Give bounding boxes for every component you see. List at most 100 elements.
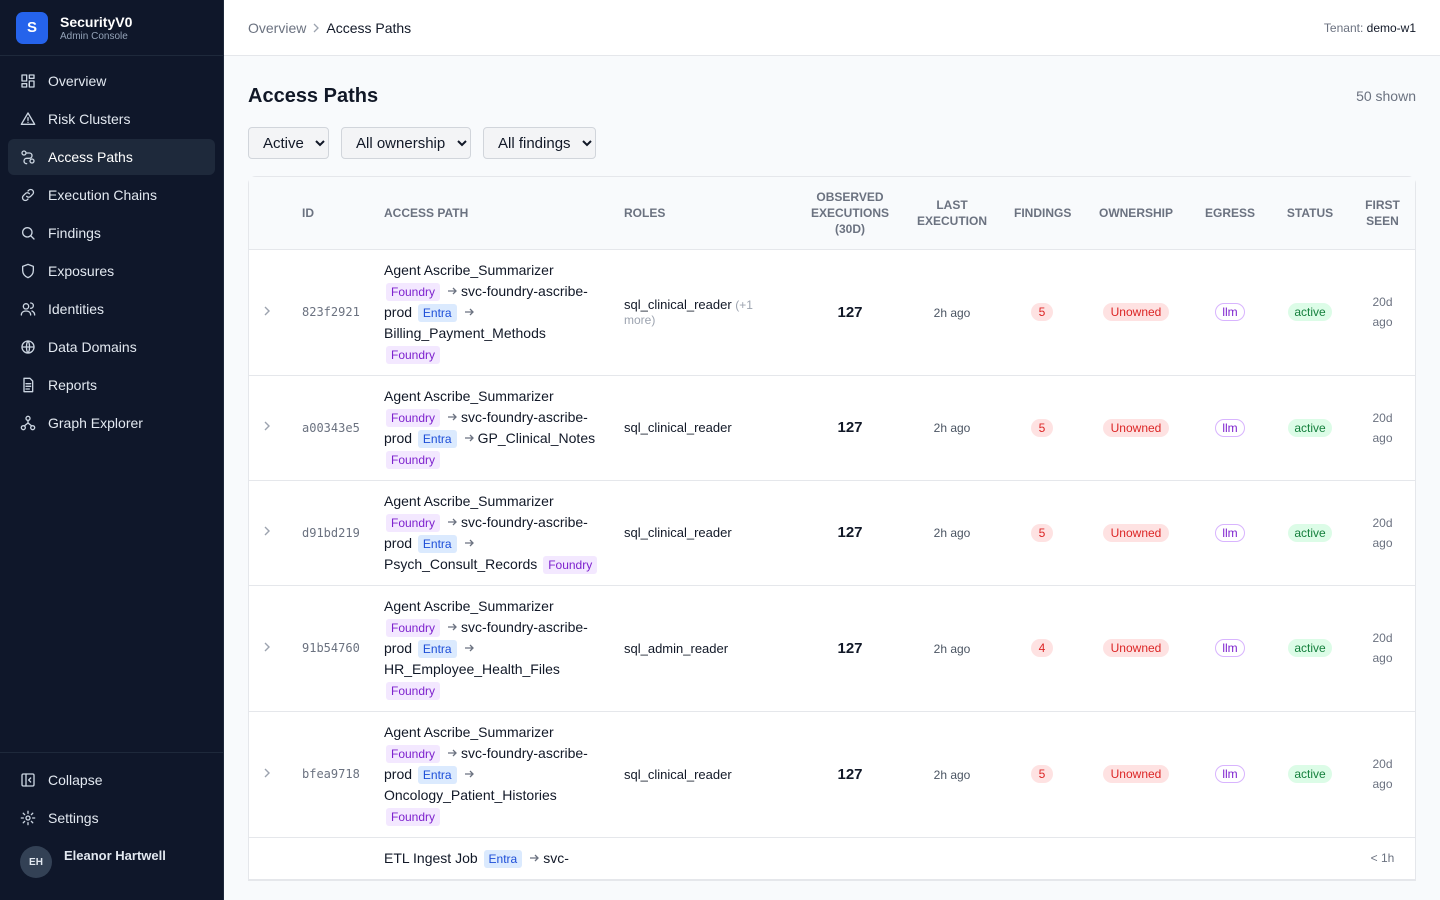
path-cell: ETL Ingest Job Entra svc- bbox=[372, 837, 612, 880]
path-id[interactable]: a00343e5 bbox=[302, 420, 360, 435]
expand-cell[interactable] bbox=[249, 480, 290, 586]
nav-item[interactable]: Risk Clusters bbox=[8, 101, 215, 137]
executions: 127 bbox=[837, 639, 863, 657]
first-seen-cell: 20d ago bbox=[1350, 711, 1415, 838]
path-id[interactable]: 91b54760 bbox=[302, 641, 360, 655]
nav-item[interactable]: Reports bbox=[8, 367, 215, 403]
executions-cell: 127 bbox=[798, 249, 902, 376]
icon bbox=[464, 539, 474, 546]
nav-item[interactable]: Findings bbox=[8, 215, 215, 251]
roles-cell: sql_clinical_reader bbox=[612, 375, 798, 481]
roles-cell: sql_admin_reader bbox=[612, 585, 798, 712]
platform-tag: Foundry bbox=[386, 744, 441, 763]
brand-subtitle: Admin Console bbox=[60, 30, 128, 42]
filter-select[interactable]: All findings bbox=[483, 127, 596, 159]
ownership-cell: Unowned bbox=[1082, 711, 1190, 838]
egress-badge: llm bbox=[1215, 523, 1245, 542]
first-seen: 20d ago bbox=[1372, 631, 1393, 665]
nav-item[interactable]: Collapse bbox=[8, 762, 215, 798]
status-cell: active bbox=[1270, 711, 1350, 838]
table-body: 823f2921 Agent Ascribe_Summarizer Foundry… bbox=[249, 249, 1415, 880]
tenant-label: Tenant: bbox=[1323, 20, 1364, 35]
nav-label: Data Domains bbox=[48, 339, 137, 355]
table-row[interactable]: d91bd219 Agent Ascribe_Summarizer Foundry… bbox=[249, 480, 1415, 586]
nav-item[interactable]: Data Domains bbox=[8, 329, 215, 365]
egress-cell: llm bbox=[1190, 480, 1270, 586]
first-seen-cell: 20d ago bbox=[1350, 375, 1415, 481]
expand-cell[interactable] bbox=[249, 249, 290, 376]
nav-label: Identities bbox=[48, 301, 105, 317]
executions-cell: 127 bbox=[798, 480, 902, 586]
icon bbox=[448, 287, 457, 294]
path-node: Agent Ascribe_Summarizer bbox=[384, 387, 554, 404]
sidebar-footer: Collapse Settings EH Eleanor Hartwell bbox=[0, 752, 223, 886]
nav-item[interactable]: Access Paths bbox=[8, 139, 215, 175]
icon bbox=[464, 434, 474, 441]
expand-cell[interactable] bbox=[249, 375, 290, 481]
column-header: EGRESS bbox=[1190, 177, 1270, 250]
page-title: Access Paths bbox=[248, 84, 379, 107]
column-header: OBSERVED EXECUTIONS (30D) bbox=[798, 177, 902, 250]
nav-item[interactable]: Execution Chains bbox=[8, 177, 215, 213]
expand-header bbox=[249, 177, 290, 250]
expand-cell[interactable] bbox=[249, 837, 290, 880]
table-row[interactable]: 91b54760 Agent Ascribe_Summarizer Foundry… bbox=[249, 585, 1415, 712]
brand-logo: S bbox=[16, 11, 48, 44]
filter-select[interactable]: All ownership bbox=[341, 127, 471, 159]
filter-select[interactable]: Active bbox=[248, 127, 329, 159]
path-node: Oncology_Patient_Histories bbox=[384, 786, 557, 803]
roles-more[interactable]: (+1 more) bbox=[624, 298, 753, 327]
status-badge: active bbox=[1288, 418, 1332, 437]
path-node: Billing_Payment_Methods bbox=[384, 324, 546, 341]
nav-item[interactable]: Graph Explorer bbox=[8, 405, 215, 441]
ownership-cell: Unowned bbox=[1082, 585, 1190, 712]
table-row[interactable]: ETL Ingest Job Entra svc- < 1h bbox=[249, 837, 1415, 880]
first-seen-cell: 20d ago bbox=[1350, 480, 1415, 586]
path-cell: Agent Ascribe_Summarizer Foundry svc-foun… bbox=[372, 711, 612, 838]
last-execution-cell: 2h ago bbox=[902, 249, 1002, 376]
role-name: sql_clinical_reader bbox=[624, 766, 732, 782]
roles-cell: sql_clinical_reader (+1 more) bbox=[612, 249, 798, 376]
executions: 127 bbox=[837, 524, 863, 541]
platform-tag: Entra bbox=[417, 639, 457, 658]
table-card: ID ACCESS PATH ROLES OBSERVED EXECUTIONS (3… bbox=[248, 176, 1416, 881]
nav-item[interactable]: Exposures bbox=[8, 253, 215, 289]
icon bbox=[530, 854, 540, 861]
expand-cell[interactable] bbox=[249, 585, 290, 712]
path-id[interactable]: 823f2921 bbox=[302, 305, 360, 319]
path-id[interactable]: bfea9718 bbox=[302, 767, 360, 781]
user[interactable]: EH Eleanor Hartwell bbox=[8, 838, 215, 886]
table-row[interactable]: bfea9718 Agent Ascribe_Summarizer Foundry… bbox=[249, 711, 1415, 838]
nav-item[interactable]: Settings bbox=[8, 800, 215, 836]
nav-label: Execution Chains bbox=[48, 187, 157, 203]
table-row[interactable]: 823f2921 Agent Ascribe_Summarizer Foundry… bbox=[249, 249, 1415, 376]
table-row[interactable]: a00343e5 Agent Ascribe_Summarizer Foundry… bbox=[249, 375, 1415, 481]
icon bbox=[264, 306, 270, 315]
ownership-badge: Unowned bbox=[1102, 523, 1170, 542]
roles-cell: sql_clinical_reader bbox=[612, 480, 798, 586]
path-cell: Agent Ascribe_Summarizer Foundry svc-foun… bbox=[372, 249, 612, 376]
expand-cell[interactable] bbox=[249, 711, 290, 838]
icon bbox=[264, 768, 270, 777]
icon bbox=[21, 188, 35, 202]
path-id[interactable]: d91bd219 bbox=[302, 525, 360, 540]
nav-item[interactable]: Identities bbox=[8, 291, 215, 327]
last-execution: 2h ago bbox=[933, 641, 971, 656]
breadcrumb-link[interactable]: Overview bbox=[248, 19, 307, 36]
footer-nav: Collapse Settings bbox=[8, 762, 215, 836]
icon bbox=[21, 150, 35, 165]
path-node: Agent Ascribe_Summarizer bbox=[384, 723, 554, 740]
last-execution: 2h ago bbox=[933, 305, 971, 320]
platform-tag: Foundry bbox=[386, 807, 441, 826]
first-seen-cell: 20d ago bbox=[1350, 585, 1415, 712]
findings-count: 5 bbox=[1031, 765, 1053, 783]
nav-item[interactable]: Overview bbox=[8, 63, 215, 99]
path-cell: Agent Ascribe_Summarizer Foundry svc-foun… bbox=[372, 585, 612, 712]
egress-cell: llm bbox=[1190, 249, 1270, 376]
platform-tag: Entra bbox=[483, 849, 523, 868]
platform-tag: Entra bbox=[417, 765, 457, 784]
status-cell: active bbox=[1270, 585, 1350, 712]
icon bbox=[464, 644, 474, 651]
findings-cell: 5 bbox=[1002, 375, 1082, 481]
icon bbox=[264, 526, 270, 536]
